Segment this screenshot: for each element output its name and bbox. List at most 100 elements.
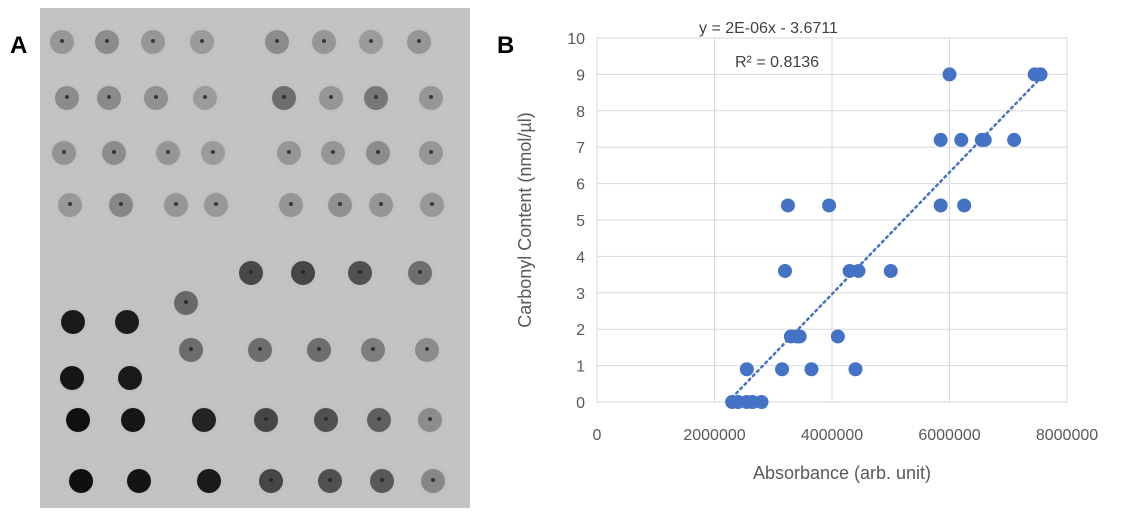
blot-dot-center [322,39,326,43]
blot-dot-center [249,270,253,274]
blot-dot-center [119,202,123,206]
blot-dot-center [289,202,293,206]
y-tick-label: 9 [576,67,585,84]
blot-dot-center [65,95,69,99]
y-tick-label: 10 [567,31,585,48]
data-point [1007,132,1022,147]
blot-dot-center [62,150,66,154]
panel-a-label: A [10,32,28,59]
blot-dot-center [376,150,380,154]
data-point [933,198,948,213]
data-point [933,132,948,147]
data-point [822,198,837,213]
blot-dot-center [105,39,109,43]
blot-dot [61,310,85,334]
blot-dot-center [380,478,384,482]
blot-dot-center [287,150,291,154]
blot-dot-center [174,202,178,206]
x-axis-label: Absorbance (arb. unit) [753,463,931,483]
blot-dot-center [166,150,170,154]
x-tick-label: 0 [593,427,602,444]
blot-dot-center [428,417,432,421]
blot-dot-center [60,39,64,43]
blot-dots [44,24,451,499]
blot-dot-center [324,417,328,421]
data-point [1033,67,1048,82]
blot-dot-center [282,95,286,99]
blot-dot-center [189,347,193,351]
data-point [739,362,754,377]
data-point [792,329,807,344]
axis-layer: 0 1 2 3 4 5 6 7 8 9 10 0 2000000 4000000 6000000 800000… [567,31,1098,444]
y-tick-label: 6 [576,177,585,194]
data-point [754,395,769,409]
blot-dot-center [331,150,335,154]
blot-dot-center [258,347,262,351]
y-tick-label: 2 [576,322,585,339]
data-point [851,263,866,278]
blot-dot-center [429,95,433,99]
data-point [848,362,863,377]
data-point [830,329,845,344]
data-point [942,67,957,82]
y-tick-label: 4 [576,249,585,266]
x-tick-label: 8000000 [1036,427,1098,444]
x-tick-label: 6000000 [918,427,980,444]
data-point [957,198,972,213]
data-point [780,198,795,213]
blot-dot-center [369,39,373,43]
blot-dot-center [68,202,72,206]
data-point [977,132,992,147]
blot-dot-center [371,347,375,351]
blot-dot-center [379,202,383,206]
blot-dot-center [431,478,435,482]
blot-dot [118,366,142,390]
trendline [730,76,1042,399]
data-point [804,362,819,377]
dot-blot-image [40,8,470,508]
grid-layer [596,37,1068,403]
blot-dot-center [264,417,268,421]
blot-dot-center [425,347,429,351]
y-tick-label: 1 [576,359,585,376]
dot-blot-panel [0,0,480,515]
y-tick-label: 8 [576,104,585,121]
blot-dot [69,469,93,493]
blot-dot [60,366,84,390]
scatter-chart: 0 1 2 3 4 5 6 7 8 9 10 0 2000000 4000000 6000000 800000… [515,20,1098,483]
blot-dot [197,469,221,493]
blot-dot-center [328,478,332,482]
y-tick-label: 3 [576,286,585,303]
blot-dot-center [107,95,111,99]
blot-dot-center [329,95,333,99]
y-tick-label: 5 [576,213,585,230]
trendline-equation: y = 2E-06x - 3.6711 [699,20,838,37]
y-tick-label: 7 [576,140,585,157]
blot-dot-center [418,270,422,274]
chart-panel: 0 1 2 3 4 5 6 7 8 9 10 0 2000000 4000000 6000000 800000… [470,0,1145,515]
data-point [954,132,969,147]
r-squared-label: R² = 0.8136 [735,54,819,71]
y-tick-label: 0 [576,395,585,412]
data-point [883,263,898,278]
panel-b-label: B [497,32,515,59]
blot-dot [127,469,151,493]
trendline-layer [730,76,1042,399]
blot-dot [115,310,139,334]
blot-dot-center [151,39,155,43]
blot-dot-center [338,202,342,206]
x-tick-label: 4000000 [801,427,863,444]
blot-dot-center [203,95,207,99]
blot-dot-center [211,150,215,154]
blot-dot [121,408,145,432]
y-axis-label: Carbonyl Content (nmol/µl) [515,112,535,327]
blot-dot-center [358,270,362,274]
data-point [775,362,790,377]
blot-dot-center [301,270,305,274]
blot-dot-center [184,300,188,304]
blot-dot-center [377,417,381,421]
blot-dot-center [430,202,434,206]
data-point [778,263,792,278]
blot-dot-center [112,150,116,154]
blot-dot-center [374,95,378,99]
